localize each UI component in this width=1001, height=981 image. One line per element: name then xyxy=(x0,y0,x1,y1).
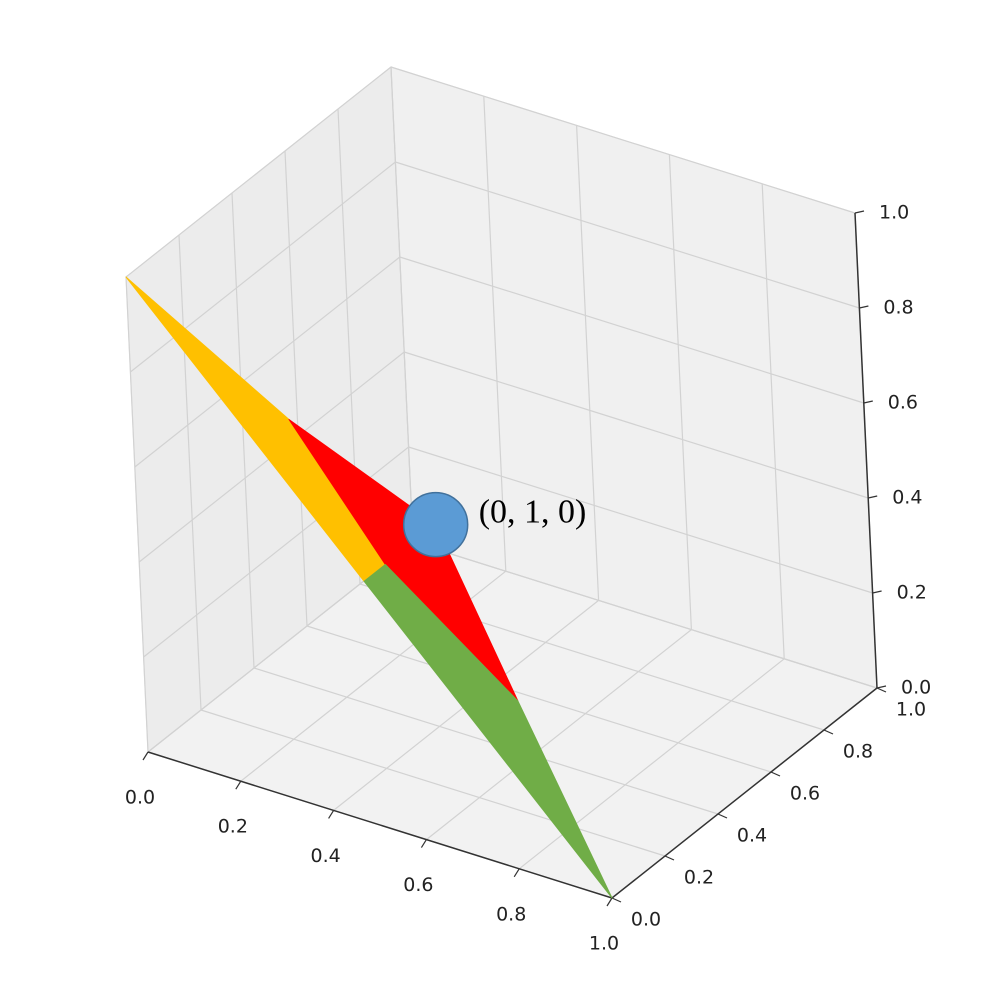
point-label: (0, 1, 0) xyxy=(479,493,587,530)
grid-line xyxy=(134,256,401,468)
x-tick-label: 0.2 xyxy=(218,816,248,838)
x-axis-line xyxy=(147,751,613,899)
grid-line xyxy=(178,234,202,711)
grid-line xyxy=(253,667,719,815)
y-tick-label: 0.8 xyxy=(843,741,873,763)
surface-patch xyxy=(363,563,613,899)
grid-line xyxy=(483,96,507,572)
z-tick xyxy=(876,685,887,689)
axes: 0.00.20.40.60.81.00.00.20.40.60.81.00.00… xyxy=(125,202,931,955)
x-tick xyxy=(328,810,335,819)
y-tick-label: 1.0 xyxy=(896,699,926,721)
y-tick xyxy=(876,687,887,693)
grid-line xyxy=(426,629,692,841)
grid-line xyxy=(412,541,878,689)
z-tick-label: 1.0 xyxy=(879,202,909,224)
grid-line xyxy=(125,276,149,753)
y-tick-label: 0.4 xyxy=(737,825,767,847)
z-tick-label: 0.8 xyxy=(883,297,913,319)
marks: (0, 1, 0) xyxy=(125,276,613,899)
grid-line xyxy=(284,150,308,627)
grid-line xyxy=(125,66,392,278)
y-tick xyxy=(823,729,834,735)
grid-line xyxy=(395,161,860,309)
x-tick xyxy=(606,897,613,907)
x-tick xyxy=(235,780,242,790)
y-tick xyxy=(664,855,675,861)
y-tick xyxy=(611,897,622,903)
y-tick xyxy=(770,771,781,777)
z-tick xyxy=(872,590,882,594)
z-tick xyxy=(859,305,869,309)
grid-line xyxy=(399,256,864,404)
y-tick-label: 0.2 xyxy=(684,867,714,889)
z-tick-label: 0.0 xyxy=(901,677,931,699)
y-tick xyxy=(717,813,728,819)
point-marker xyxy=(402,491,469,558)
z-tick-label: 0.6 xyxy=(888,392,918,414)
x-tick-label: 0.4 xyxy=(310,845,340,867)
grid-line xyxy=(408,446,873,594)
grid-line xyxy=(576,125,600,601)
z-tick xyxy=(868,495,878,499)
grid-line xyxy=(306,625,772,773)
z-tick-label: 0.4 xyxy=(892,487,922,509)
x-tick-label: 1.0 xyxy=(589,933,619,955)
grid-line xyxy=(390,66,414,543)
z-tick xyxy=(863,400,873,404)
z-tick xyxy=(854,210,865,214)
y-tick-label: 0.0 xyxy=(631,909,661,931)
x-tick-label: 0.6 xyxy=(403,874,433,896)
grid-line xyxy=(668,154,692,630)
y-tick-label: 0.6 xyxy=(790,783,820,805)
x-tick-label: 0.0 xyxy=(125,787,155,809)
grid-line xyxy=(404,351,869,499)
x-tick-label: 0.8 xyxy=(496,903,526,925)
grid-line xyxy=(761,183,785,659)
z-axis-line xyxy=(854,212,878,689)
grid-line xyxy=(231,192,255,669)
x-tick xyxy=(513,868,520,878)
z-tick-label: 0.2 xyxy=(897,582,927,604)
grid-line xyxy=(390,66,856,214)
x-tick xyxy=(142,751,149,761)
x-tick xyxy=(420,839,427,848)
y-axis-line xyxy=(611,687,878,899)
grid-line xyxy=(200,709,666,857)
